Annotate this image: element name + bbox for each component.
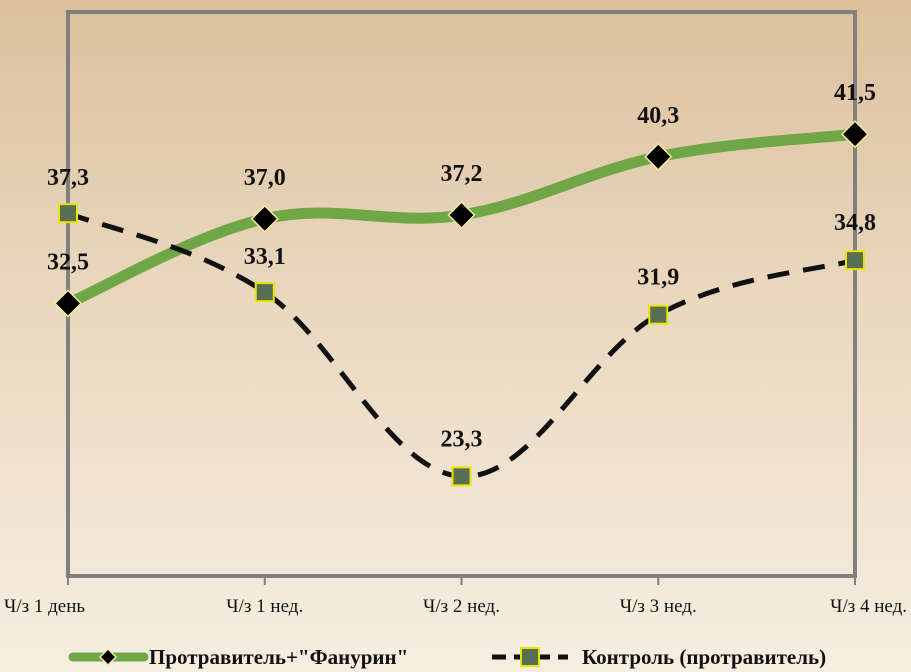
- legend-marker-square: [520, 647, 540, 667]
- data-point-0-2: [447, 200, 476, 230]
- data-point-0-4: [840, 120, 870, 149]
- data-point-0-1: [250, 204, 279, 233]
- x-tick-label-3: Ч/з 3 нед.: [620, 596, 697, 617]
- legend-item-fanurin: Протравитель+"Фанурин": [68, 645, 408, 669]
- x-axis-ticks: [67, 576, 856, 585]
- data-label-1-3: 31,9: [637, 265, 679, 291]
- series-1: [58, 203, 865, 487]
- data-point-0-3: [644, 142, 673, 171]
- data-labels: 32,5 37,0 37,2 40,3 41,5 37,3 33,1 23,3 31,9 34,8: [47, 80, 876, 452]
- legend-marker-diamond: [98, 647, 118, 667]
- legend-item-control: Контроль (протравитель): [492, 645, 826, 669]
- plot-area-border: [66, 10, 857, 578]
- series-0: [53, 120, 870, 318]
- x-tick-label-4: Ч/з 4 нед.: [830, 596, 907, 617]
- x-tick-label-2: Ч/з 2 нед.: [423, 596, 500, 617]
- series-layer: [53, 120, 870, 487]
- data-label-1-1: 33,1: [244, 244, 286, 270]
- data-label-0-2: 37,2: [441, 161, 483, 187]
- legend-label-control: Контроль (протравитель): [582, 645, 826, 669]
- data-label-0-4: 41,5: [834, 80, 876, 106]
- data-label-0-1: 37,0: [244, 165, 286, 191]
- data-point-1-3: [648, 304, 669, 325]
- data-point-1-1: [254, 282, 275, 303]
- legend-label-fanurin: Протравитель+"Фанурин": [149, 645, 408, 669]
- data-label-0-0: 32,5: [47, 249, 89, 275]
- legend: Протравитель+"Фанурин" Контроль (протрав…: [68, 645, 826, 669]
- data-point-1-2: [451, 466, 472, 487]
- data-label-1-0: 37,3: [47, 165, 89, 191]
- x-tick-label-1: Ч/з 1 нед.: [226, 596, 303, 617]
- x-tick-label-0: Ч/з 1 день: [4, 596, 85, 617]
- data-point-0-0: [53, 289, 83, 318]
- data-point-1-0: [58, 203, 78, 224]
- data-point-1-4: [845, 250, 865, 271]
- data-label-1-4: 34,8: [834, 210, 876, 236]
- data-label-1-2: 23,3: [441, 426, 483, 452]
- data-label-0-3: 40,3: [637, 103, 679, 129]
- x-axis-tick-labels: Ч/з 1 день Ч/з 1 нед. Ч/з 2 нед. Ч/з 3 нед.…: [4, 596, 907, 617]
